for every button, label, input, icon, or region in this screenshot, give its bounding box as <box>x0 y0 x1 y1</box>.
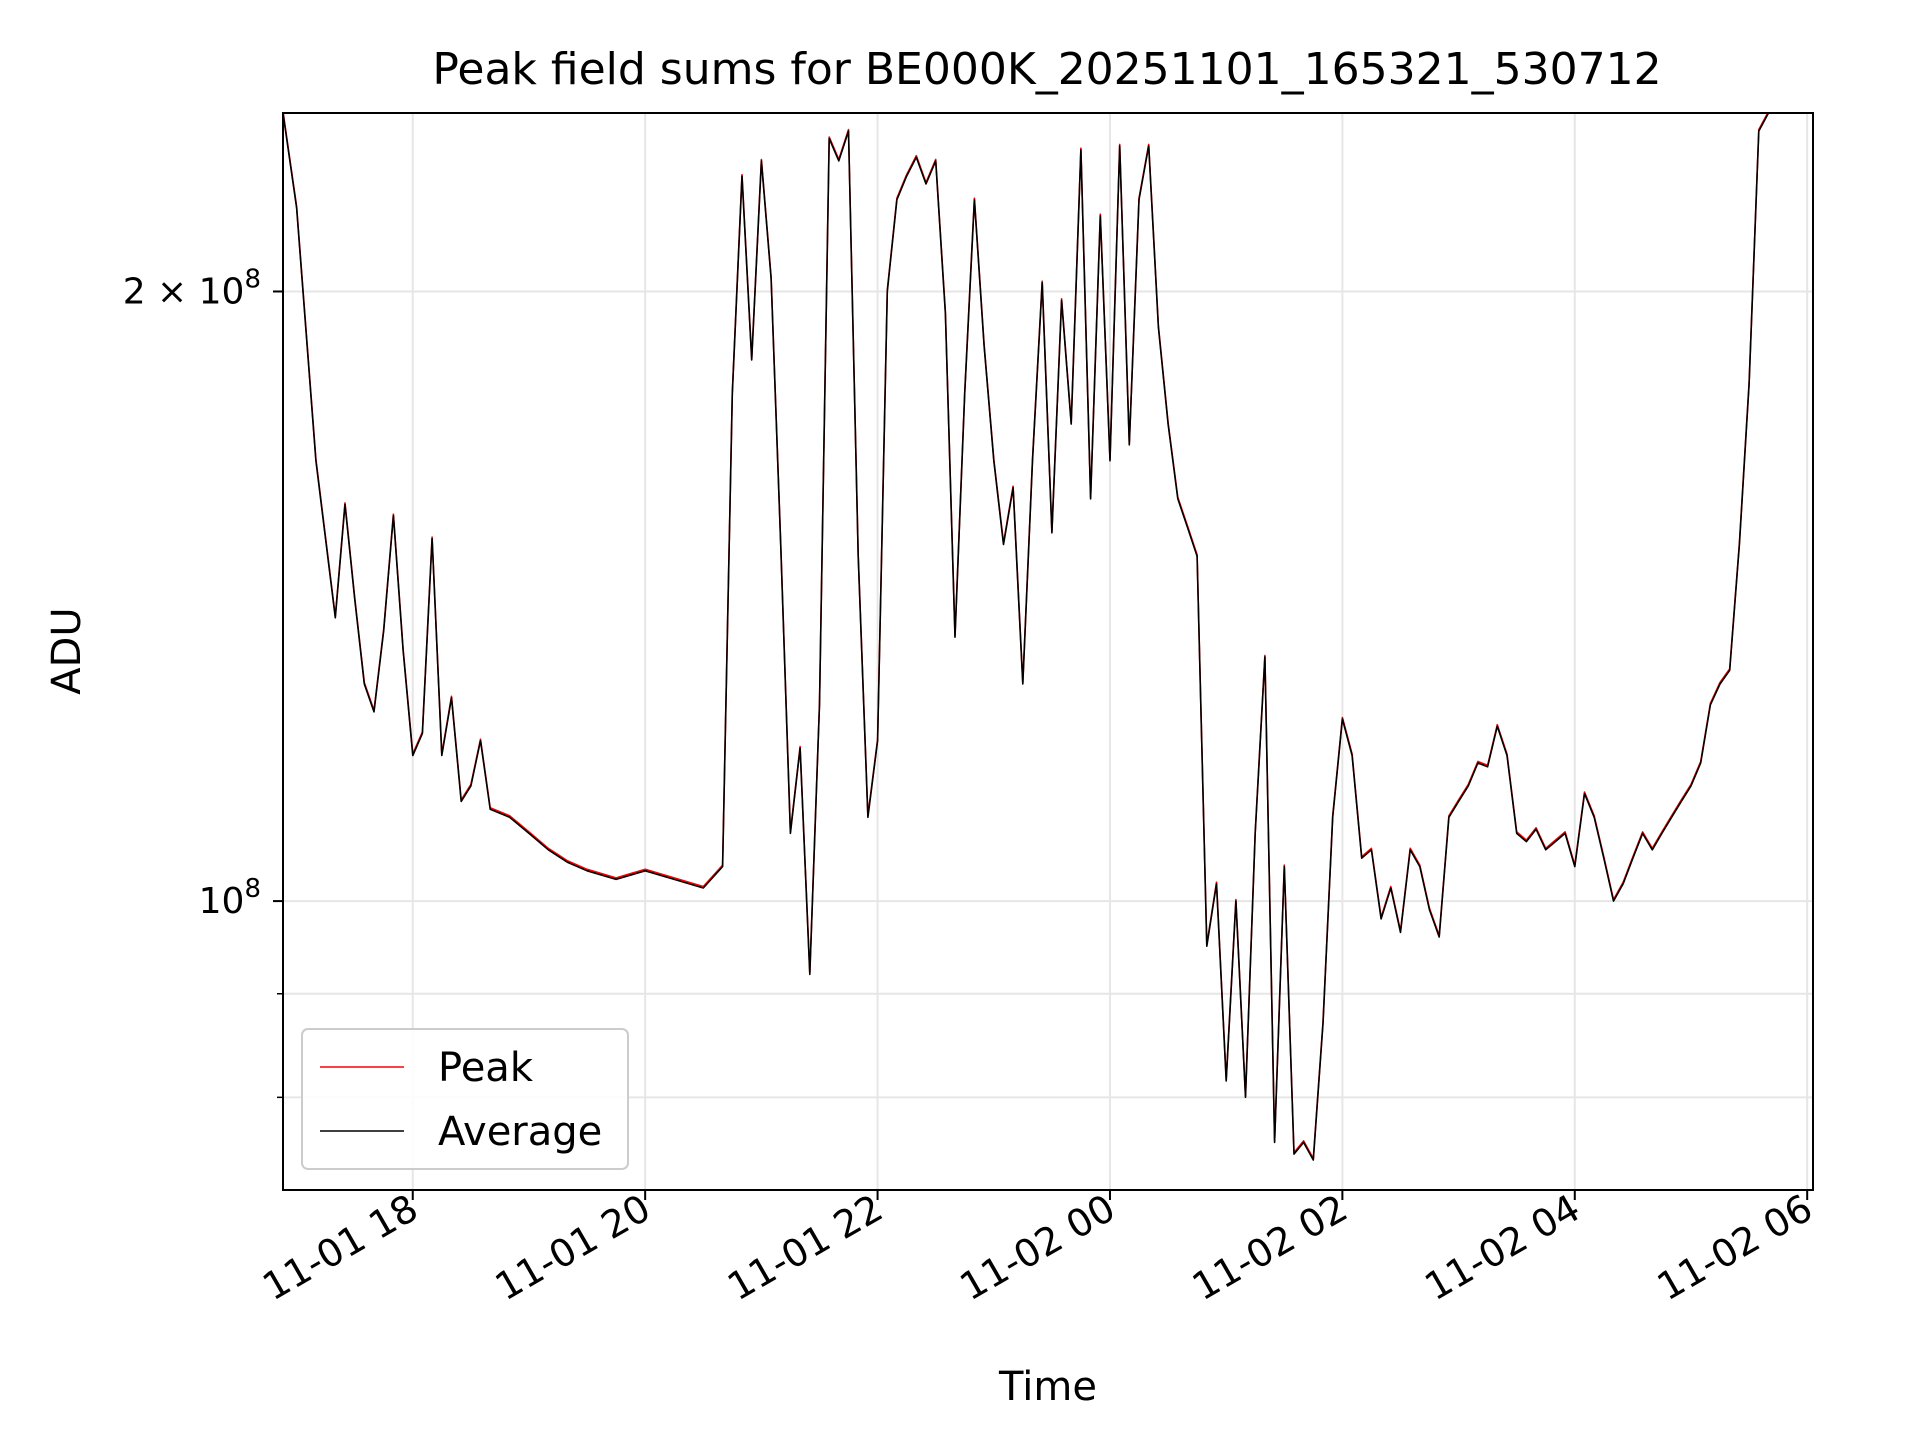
y-tick-label: 108 <box>199 874 261 922</box>
legend-label-average: Average <box>438 1109 602 1155</box>
y-axis-label: ADU <box>44 607 90 694</box>
grid <box>283 113 1813 1190</box>
legend-label-peak: Peak <box>438 1045 534 1091</box>
legend: Peak Average <box>301 1028 629 1170</box>
series-layer <box>283 113 1770 1161</box>
legend-box <box>301 1028 629 1170</box>
series-line-average <box>283 113 1770 1161</box>
x-axis-label: Time <box>998 1364 1097 1410</box>
y-tick-label: 2 × 108 <box>123 264 261 312</box>
chart-title: Peak field sums for BE000K_20251101_1653… <box>432 44 1661 95</box>
plot-frame <box>282 112 1814 1191</box>
series-group <box>283 113 1770 1161</box>
